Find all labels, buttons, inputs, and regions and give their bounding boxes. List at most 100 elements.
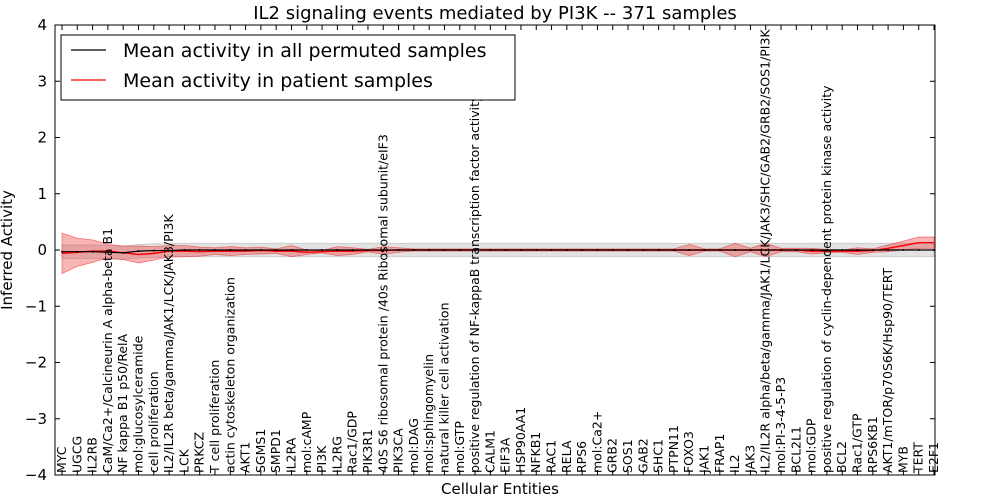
permuted-point (841, 249, 844, 251)
permuted-mean-line (62, 249, 934, 254)
plot-frame (54, 24, 936, 476)
patient-band (61, 232, 935, 275)
x-tick-label: RPS6 (574, 441, 589, 473)
permuted-point (734, 249, 737, 251)
x-tick-label: LCK (176, 448, 191, 473)
permuted-point (596, 249, 599, 251)
x-tick-label: SOS1 (620, 439, 635, 473)
legend-label-patient: Mean activity in patient samples (123, 70, 433, 92)
permuted-point (810, 249, 813, 251)
permuted-point (535, 249, 538, 251)
x-tick-label: PIK3CA (391, 428, 406, 473)
x-tick-label: TERT (911, 442, 926, 474)
x-tick-label: mol:GTP (452, 421, 467, 473)
permuted-point (581, 249, 584, 251)
x-tick-label: T cell proliferation (207, 360, 222, 474)
x-tick-label: MYB (895, 446, 910, 473)
legend-box (60, 34, 516, 101)
permuted-point (871, 249, 874, 251)
x-tick-label: positive regulation of NF-kappaB transcr… (467, 94, 482, 473)
y-tick-label: 4 (37, 16, 47, 34)
permuted-point (718, 249, 721, 251)
x-tick-label: SGMS1 (253, 429, 268, 473)
permuted-point (290, 249, 293, 251)
permuted-point (458, 249, 461, 251)
x-tick-label: MYC (54, 446, 69, 473)
x-tick-label: PI3K (314, 445, 329, 473)
x-tick-label: JAK3 (742, 445, 757, 474)
permuted-point (672, 249, 675, 251)
x-tick-label: RPS6KB1 (865, 416, 880, 473)
permuted-point (519, 249, 522, 251)
y-tick-label: 1 (37, 185, 47, 203)
x-tick-label: RAC1 (544, 440, 559, 473)
x-tick-label: cell proliferation (146, 371, 161, 473)
x-tick-label: FRAP1 (712, 434, 727, 473)
x-axis-label: Cellular Entities (441, 480, 559, 498)
chart-title: IL2 signaling events mediated by PI3K --… (253, 3, 737, 24)
x-tick-label: CALM1 (482, 430, 497, 473)
permuted-point (856, 249, 859, 251)
legend-label-permuted: Mean activity in all permuted samples (123, 40, 486, 62)
y-tick-label: 2 (37, 129, 47, 147)
x-tick-label: mol:DAG (406, 418, 421, 473)
permuted-point (657, 249, 660, 251)
permuted-point (474, 249, 477, 251)
x-tick-label: Rac1/GTP (850, 413, 865, 473)
x-tick-label: mol:PI-3-4-5-P3 (773, 377, 788, 473)
permuted-point (749, 249, 752, 251)
permuted-point (780, 249, 783, 251)
permuted-point (321, 249, 324, 251)
x-axis-ticks (61, 25, 935, 475)
x-tick-label: actin cytoskeleton organization (222, 277, 237, 473)
confidence-bands (61, 232, 935, 275)
series-lines (61, 241, 935, 256)
x-tick-label: mol:glucosylceramide (130, 335, 145, 473)
x-tick-label: CaM/Ca2+/Calcineurin A alpha-beta B1 (100, 228, 115, 473)
x-tick-label: mol:sphingomyelin (421, 354, 436, 473)
x-tick-labels: MYC UGCG IL2RB CaM/Ca2+/Calcineurin A alpha… (54, 29, 941, 474)
x-tick-label: IL2/IL2R beta/gamma/JAK1/LCK/JAK3/PI3K (161, 214, 176, 473)
x-tick-label: HSP90AA1 (513, 407, 528, 473)
permuted-point (642, 249, 645, 251)
x-tick-label: E2F1 (926, 442, 941, 473)
x-tick-label: SMPD1 (268, 429, 283, 473)
x-tick-label: BCL2L1 (788, 426, 803, 473)
permuted-point (229, 249, 232, 251)
x-tick-label: SHC1 (651, 439, 666, 473)
x-tick-label: EIF3A (498, 437, 513, 473)
permuted-point (137, 250, 140, 253)
permuted-point (106, 251, 109, 254)
x-tick-label: GAB2 (635, 438, 650, 473)
x-tick-label: positive regulation of cyclin-dependent … (819, 85, 834, 473)
permuted-point (76, 250, 79, 253)
y-tick-label: 0 (37, 241, 47, 259)
x-tick-label: mol:Ca2+ (589, 411, 604, 473)
permuted-point (887, 249, 890, 251)
permuted-point (366, 249, 369, 251)
x-tick-label: AKT1/mTOR/p70S6K/Hsp90/TERT (880, 267, 895, 473)
permuted-point (902, 249, 905, 251)
permuted-point (611, 249, 614, 251)
permuted-point (122, 251, 125, 254)
x-tick-label: IL2 (727, 454, 742, 473)
x-tick-label: mol:cAMP (299, 411, 314, 473)
permuted-point (152, 249, 155, 252)
x-tick-label: BCL2 (834, 441, 849, 473)
permuted-point (489, 249, 492, 251)
x-tick-label: GRB2 (605, 438, 620, 473)
x-tick-label: IL2/IL2R alpha/beta/gamma/JAK1/LCK/JAK3/… (758, 29, 773, 473)
x-tick-label: IL2RB (85, 437, 100, 473)
y-tick-label: −2 (25, 354, 47, 372)
permuted-point (688, 249, 691, 251)
permuted-point (259, 249, 262, 251)
x-tick-label: natural killer cell activation (436, 302, 451, 473)
permuted-point (213, 249, 216, 251)
permuted-point (627, 249, 630, 251)
permuted-point (443, 249, 446, 251)
permuted-point (183, 249, 186, 251)
y-tick-label: 3 (37, 72, 47, 90)
permuted-point (61, 250, 63, 253)
x-tick-label: FOXO3 (681, 431, 696, 473)
